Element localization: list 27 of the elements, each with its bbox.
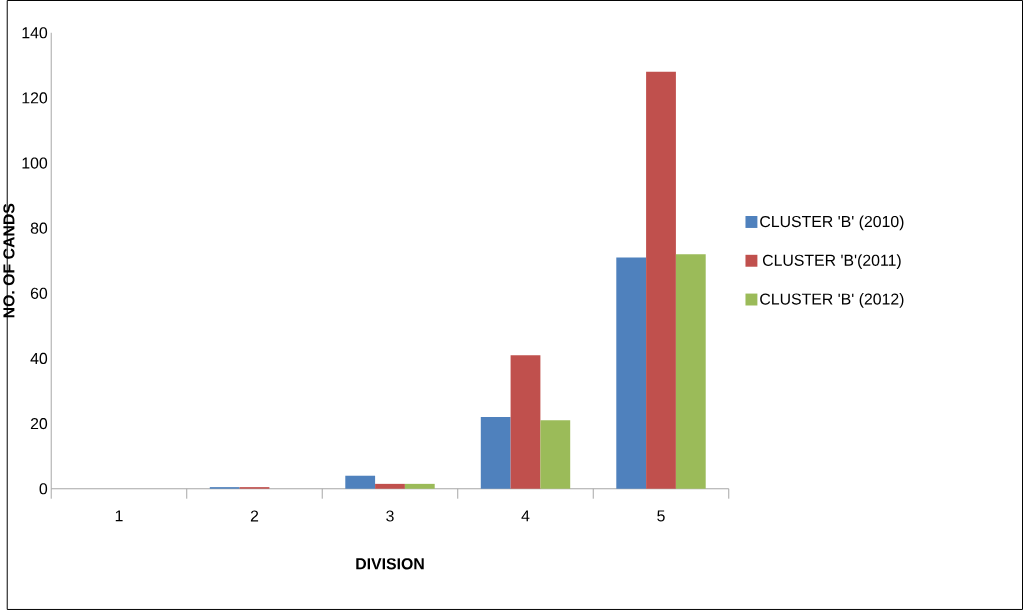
x-tick-label: 5 [657,510,665,522]
bar [540,420,571,489]
x-tick-label: 1 [115,510,123,522]
bar [675,254,706,489]
legend-label: CLUSTER 'B'(2011) [762,254,901,270]
y-tick-label: 0 [39,483,48,495]
y-tick-label: 40 [30,352,48,365]
y-tick-label: 120 [22,92,48,104]
bar [375,483,405,489]
legend-label: CLUSTER 'B' (2012) [760,293,904,308]
legend-label: CLUSTER 'B' (2010) [760,215,904,231]
x-tick-label: 2 [250,510,259,522]
y-tick-label: 100 [22,157,48,169]
bar [616,257,647,489]
x-tick-label: 4 [521,510,530,522]
y-tick-label: 80 [30,222,48,234]
y-tick-label: 140 [22,27,48,39]
bar [480,417,511,489]
bar [404,483,435,489]
bar [345,475,376,489]
bar [646,71,676,489]
y-tick-label: 20 [30,418,48,430]
x-tick-label: 3 [386,510,394,522]
y-tick-label: 60 [30,287,48,299]
x-axis-title: DIVISION [356,558,424,570]
y-axis-title: NO. OF CANDS [3,203,15,318]
bar [510,355,541,489]
